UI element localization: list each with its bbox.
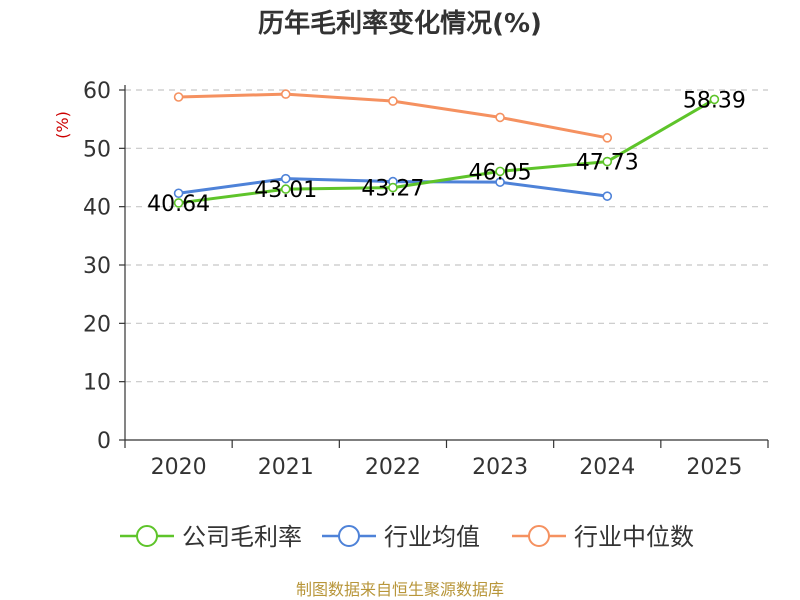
x-tick-label: 2024 — [579, 455, 635, 480]
y-tick-label: 50 — [83, 137, 111, 162]
x-tick-label: 2020 — [151, 455, 207, 480]
x-tick-label: 2022 — [365, 455, 421, 480]
data-point — [173, 198, 184, 208]
axes: 0 10 20 30 40 50 60 2020 2021 2022 2023 2024 2025 — [83, 79, 769, 480]
data-label: 46.05 — [469, 160, 532, 185]
grid-lines — [125, 89, 768, 383]
data-point — [495, 166, 505, 177]
y-tick-label: 40 — [83, 196, 111, 221]
chart-title: 历年毛利率变化情况(%) — [258, 8, 542, 39]
data-point — [173, 92, 184, 102]
y-axis-label: (%) — [53, 111, 72, 139]
data-point — [602, 191, 613, 201]
source-note: 制图数据来自恒生聚源数据库 — [296, 580, 504, 599]
data-label: 47.73 — [576, 151, 639, 176]
x-tick-label: 2021 — [258, 455, 314, 480]
data-label: 43.01 — [254, 178, 317, 203]
data-labels: 40.64 43.01 43.27 46.05 47.73 58.39 — [147, 88, 746, 217]
data-label: 58.39 — [683, 88, 746, 113]
data-label: 40.64 — [147, 192, 210, 217]
data-point — [280, 89, 291, 99]
y-tick-label: 60 — [83, 79, 111, 104]
data-label: 43.27 — [361, 177, 424, 202]
x-tick-label: 2025 — [686, 455, 742, 480]
data-point — [602, 133, 613, 143]
data-point — [495, 177, 505, 187]
y-tick-label: 20 — [83, 312, 111, 337]
data-point — [173, 188, 184, 199]
legend-label: 公司毛利率 — [182, 523, 302, 551]
data-point — [709, 94, 720, 105]
data-point — [388, 182, 398, 193]
series-lines — [173, 89, 720, 208]
data-point — [495, 112, 505, 123]
legend-swatch-marker — [528, 525, 550, 547]
legend-swatch-marker — [136, 525, 158, 547]
data-point — [280, 184, 291, 194]
series-line — [178, 98, 716, 205]
data-point — [280, 173, 291, 184]
data-point — [388, 96, 398, 106]
y-tick-label: 10 — [83, 371, 111, 396]
x-tick-label: 2023 — [472, 455, 528, 480]
legend: 公司毛利率 行业均值 行业中位数 — [120, 523, 694, 551]
y-tick-label: 0 — [97, 429, 111, 454]
legend-label: 行业中位数 — [574, 523, 694, 551]
y-tick-label: 30 — [83, 254, 111, 279]
data-point — [602, 156, 613, 167]
legend-swatch-marker — [338, 525, 360, 547]
legend-label: 行业均值 — [384, 523, 480, 551]
